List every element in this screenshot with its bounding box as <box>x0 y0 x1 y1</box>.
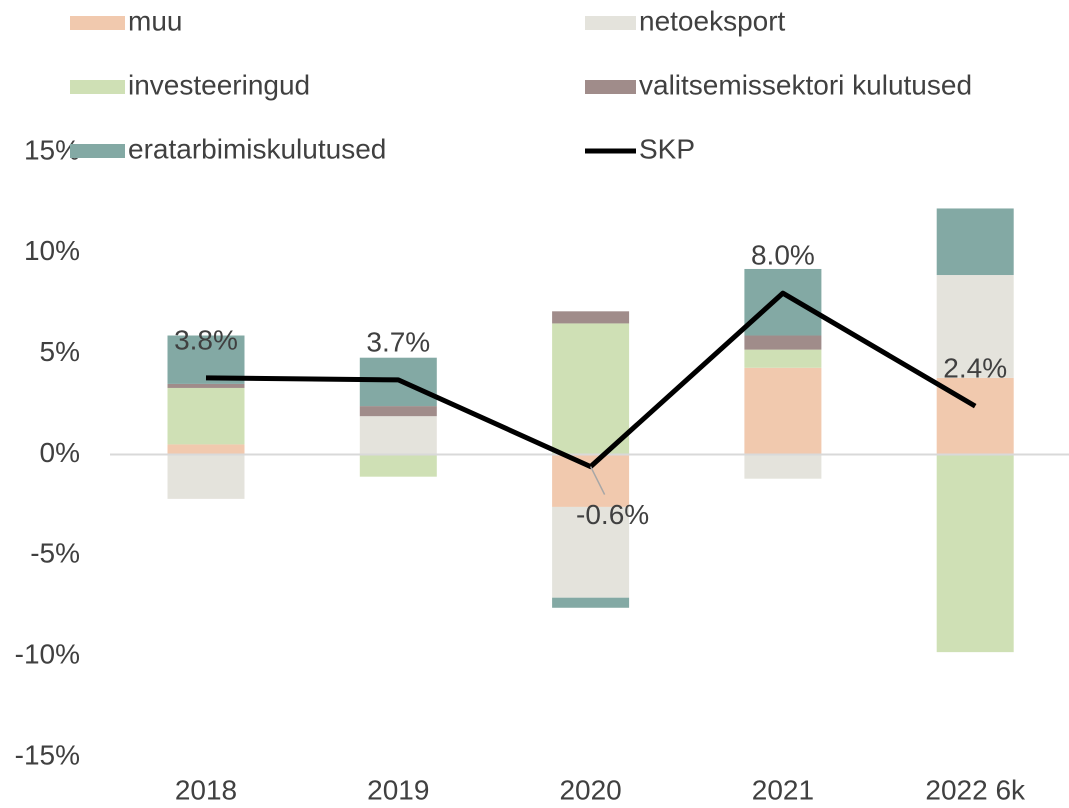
bar-segment <box>359 454 437 477</box>
y-tick-label: 0% <box>40 437 80 468</box>
legend-swatch <box>70 16 125 30</box>
legend-swatch <box>585 80 636 94</box>
legend-label: netoeksport <box>639 5 786 36</box>
legend-swatch <box>585 16 636 30</box>
bar-segment <box>167 383 245 388</box>
y-tick-label: 10% <box>24 235 80 266</box>
bar-segment <box>936 454 1014 653</box>
bar-segment <box>744 367 822 455</box>
bar-segment <box>552 597 630 608</box>
bar-segment <box>552 323 630 455</box>
bar-segment <box>359 416 437 455</box>
data-label: 2.4% <box>943 352 1007 383</box>
bar-segment <box>167 444 245 455</box>
bar-segment <box>552 506 630 598</box>
legend-label: eratarbimiskulutused <box>128 133 386 164</box>
x-tick-label: 2022 6k <box>925 774 1026 805</box>
bar-segment <box>936 275 1014 378</box>
data-label: 8.0% <box>751 240 815 271</box>
x-tick-label: 2018 <box>175 774 237 805</box>
bar-segment <box>744 335 822 350</box>
legend-label: valitsemissektori kulutused <box>639 69 972 100</box>
bar-segment <box>744 268 822 336</box>
legend-swatch <box>70 80 125 94</box>
y-tick-label: 5% <box>40 336 80 367</box>
data-label: 3.8% <box>174 324 238 355</box>
data-label: -0.6% <box>576 499 649 530</box>
legend-label: SKP <box>639 133 695 164</box>
legend-swatch <box>70 144 125 158</box>
legend-label: investeeringud <box>128 69 310 100</box>
x-tick-label: 2020 <box>559 774 621 805</box>
legend-label: muu <box>128 5 182 36</box>
bar-segment <box>167 454 245 499</box>
x-tick-label: 2021 <box>752 774 814 805</box>
y-tick-label: -5% <box>30 538 80 569</box>
bar-segment <box>744 349 822 368</box>
leader-line <box>589 466 606 495</box>
x-tick-label: 2019 <box>367 774 429 805</box>
bar-segment <box>744 454 822 479</box>
data-label: 3.7% <box>366 326 430 357</box>
y-tick-label: -15% <box>15 739 80 770</box>
y-tick-label: -10% <box>15 639 80 670</box>
bar-segment <box>167 387 245 445</box>
bar-segment <box>552 311 630 324</box>
bar-segment <box>936 208 1014 276</box>
bar-segment <box>359 406 437 417</box>
